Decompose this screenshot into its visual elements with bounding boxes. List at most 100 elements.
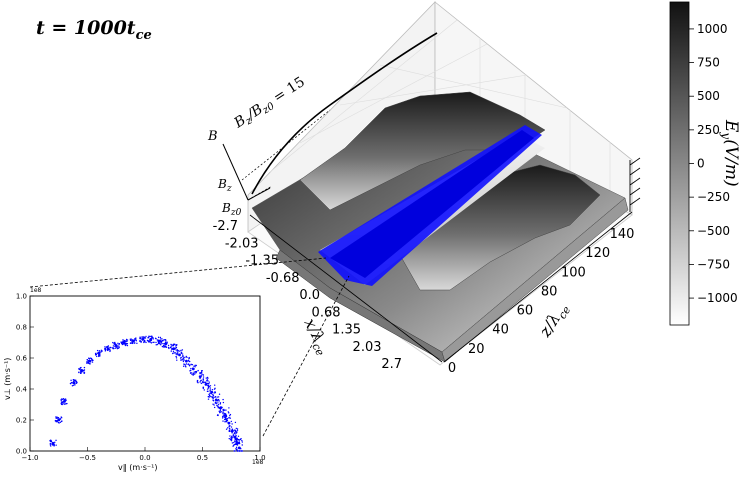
inset-cloud-point [162,344,165,347]
inset-y-tick-label: 0.4 [16,386,28,394]
inset-cloud-point [193,371,195,373]
inset-cloud-point [86,359,88,361]
x-tick-label: -1.35 [245,254,279,269]
inset-cloud-point [204,381,206,384]
inset-cloud-point [100,349,103,351]
inset-cloud-point [165,346,167,348]
inset-cloud-point [182,360,185,363]
inset-cloud-point [200,380,202,382]
inset-cloud-point [217,396,220,398]
inset-y-ticks: 0.0 0.2 0.4 0.6 0.8 1.0 [16,293,34,456]
inset-frame [29,295,261,452]
z-axis-line [443,211,633,363]
inset-cloud-point [147,340,149,342]
bz-label: Bz [217,177,232,194]
inset-cloud-point [139,336,141,339]
inset-cloud-point [59,421,62,423]
inset-cloud-point [233,441,235,444]
inset-cloud-point [139,337,142,340]
inset-cloud-point [55,439,57,442]
inset-cloud-point [168,347,170,350]
inset-cloud-point [69,382,72,385]
inset-cloud-point [134,337,136,340]
inset-cloud-point [241,444,243,446]
inset-cloud-point [96,355,98,358]
scatter-point [122,341,126,344]
inset-cloud-point [64,403,67,405]
inset-cloud-point [171,344,173,346]
scatter-point [106,347,110,351]
inset-cloud-point [59,417,61,420]
colorbar-tick-label: −250 [697,190,730,204]
velocity-inset: −1.0 −0.5 0.0 0.5 1.0 0.0 0.2 0.4 0.6 0.8 1.0 1e8… [3,287,266,472]
inset-cloud-point [183,359,185,361]
inset-cloud-point [201,373,203,376]
inset-cloud-point [194,364,196,367]
inset-cloud-point [96,352,98,354]
inset-y-label: v⊥ (m·s⁻¹) [3,358,12,400]
inset-cloud-point [214,391,217,394]
inset-cloud-point [60,400,62,402]
inset-cloud-point [197,369,199,372]
inset-cloud-point [175,345,177,347]
bz-guide [241,109,331,181]
inset-cloud-point [150,342,153,344]
scatter-point [191,367,195,371]
inset-cloud-point [230,435,233,438]
inset-cloud-point [79,371,82,373]
inset-cloud-point [182,356,184,358]
colorbar-tick-label: 1000 [697,22,728,36]
inset-cloud-point [170,350,172,352]
inset-cloud-point [228,437,230,440]
inset-cloud-point [185,363,188,365]
inset-y-tick-label: 1.0 [16,293,27,301]
inset-cloud-point [177,350,180,352]
inset-cloud-point [207,380,209,382]
inset-cloud-point [175,353,177,355]
bz0-label: Bz0 [221,201,242,218]
colorbar-tick-label: 750 [697,56,720,70]
inset-cloud-point [112,347,114,350]
inset-cloud-point [75,380,78,383]
inset-y-tick-label: 0.0 [16,448,27,456]
inset-cloud-point [58,422,60,424]
inset-cloud-point [105,346,107,348]
inset-cloud-point [197,382,199,384]
inset-cloud-point [126,343,129,345]
inset-cloud-point [117,347,120,349]
x-tick-label: 2.7 [381,357,402,372]
inset-cloud-point [181,359,183,361]
inset-cloud-point [80,372,82,375]
inset-cloud-point [189,372,192,374]
inset-cloud-point [214,384,216,386]
scatter-point [57,418,61,422]
inset-cloud-point [188,357,190,360]
inset-cloud-point [49,444,52,446]
inset-cloud-point [144,336,146,339]
inset-cloud-point [207,385,210,388]
inset-cloud-point [231,442,234,444]
inset-cloud-point [217,403,220,406]
inset-cloud-point [222,409,224,411]
inset-cloud-point [143,336,145,338]
inset-cloud-point [179,350,181,352]
inset-cloud-point [55,444,57,446]
scatter-point [185,359,188,363]
inset-cloud-point [202,376,205,378]
inset-cloud-point [214,396,217,398]
inset-cloud-point [181,349,184,351]
colorbar-tick-label: 0 [697,157,705,171]
inset-cloud-point [133,342,136,344]
inset-cloud-point [161,338,163,340]
inset-cloud-point [149,335,151,338]
inset-cloud-point [60,403,63,405]
colorbar-label: Ey(V/m) [719,119,741,187]
colorbar-tick-label: −1000 [697,291,738,305]
inset-cloud-point [109,346,111,349]
inset-cloud-point [199,377,201,380]
inset-cloud-point [235,427,238,430]
inset-cloud-point [161,342,163,345]
inset-cloud-point [236,439,238,441]
scatter-point [231,429,234,433]
